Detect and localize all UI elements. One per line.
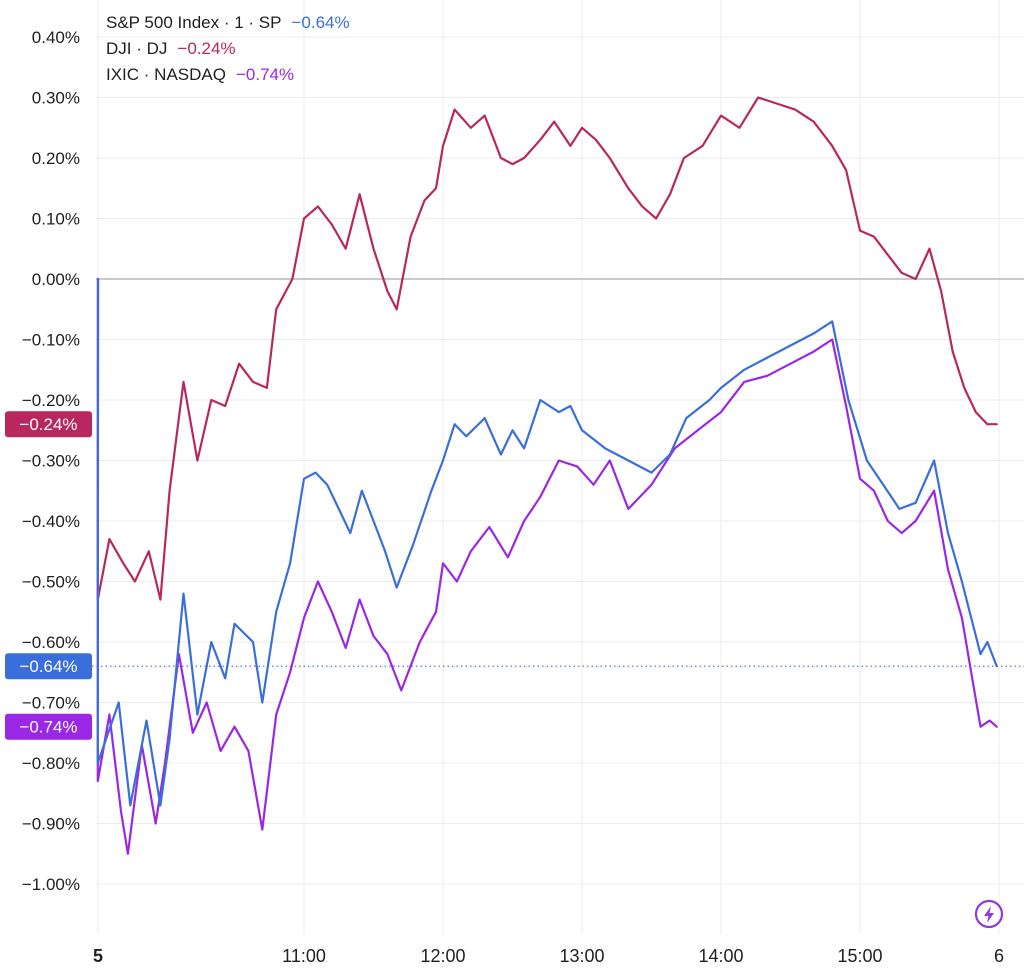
badge-value: −0.74% [19,718,77,737]
last-value-badge: −0.24% [5,411,92,438]
y-tick-label: −0.80% [22,754,80,773]
lightning-logo[interactable] [974,899,1004,929]
y-tick-label: −0.90% [22,815,80,834]
last-value-badges: −0.64% −0.24% −0.74% [5,411,92,740]
legend-series-value: −0.74% [236,65,294,84]
y-tick-label: −0.10% [22,331,80,350]
y-tick-label: −1.00% [22,875,80,894]
y-tick-label: −0.40% [22,512,80,531]
series-line-0[interactable] [96,277,998,807]
badge-background [5,653,92,680]
grid [96,0,1024,935]
x-tick-label: 13:00 [559,946,604,966]
x-tick-label: 15:00 [837,946,882,966]
badge-value: −0.64% [19,657,77,676]
lightning-logo-ring [974,899,1004,929]
y-tick-label: −0.60% [22,633,80,652]
y-tick-label: 0.10% [32,210,80,229]
x-tick-label: 11:00 [282,946,326,966]
legend-series-name: S&P 500 Index · 1 · SP [106,13,281,32]
legend: S&P 500 Index · 1 · SP −0.64% DJI · DJ −0.2… [106,13,350,84]
y-tick-label: 0.20% [32,149,80,168]
last-value-badge: −0.74% [5,713,92,740]
y-tick-label: −0.70% [22,694,80,713]
series-lines [96,96,998,855]
series-line-1[interactable] [96,96,998,601]
legend-series-value: −0.24% [177,39,235,58]
x-tick-label: 5 [93,946,103,966]
lightning-bolt-icon [984,906,994,923]
x-tick-label: 6 [994,946,1004,966]
legend-entry[interactable]: IXIC · NASDAQ −0.74% [106,65,294,84]
y-axis: 0.40% 0.30% 0.20% 0.10% 0.00% −0.10% −0.20% −0.… [22,28,80,894]
y-tick-label: −0.50% [22,573,80,592]
y-tick-label: 0.00% [32,270,80,289]
last-value-badge: −0.64% [5,653,92,680]
y-tick-label: −0.20% [22,391,80,410]
y-tick-label: 0.30% [32,89,80,108]
legend-entry[interactable]: DJI · DJ −0.24% [106,39,236,58]
badge-background [5,713,92,740]
reference-lines [92,278,1024,667]
legend-series-name: DJI · DJ [106,39,167,58]
x-axis: 5 11:00 12:00 13:00 14:00 15:00 6 [93,946,1004,966]
x-tick-label: 12:00 [420,946,465,966]
series-line-2[interactable] [96,277,998,855]
legend-entry[interactable]: S&P 500 Index · 1 · SP −0.64% [106,13,350,32]
legend-series-name: IXIC · NASDAQ [106,65,226,84]
badge-value: −0.24% [19,415,77,434]
y-tick-label: −0.30% [22,452,80,471]
badge-background [5,411,92,438]
legend-series-value: −0.64% [291,13,349,32]
x-tick-label: 14:00 [698,946,743,966]
y-tick-label: 0.40% [32,28,80,47]
